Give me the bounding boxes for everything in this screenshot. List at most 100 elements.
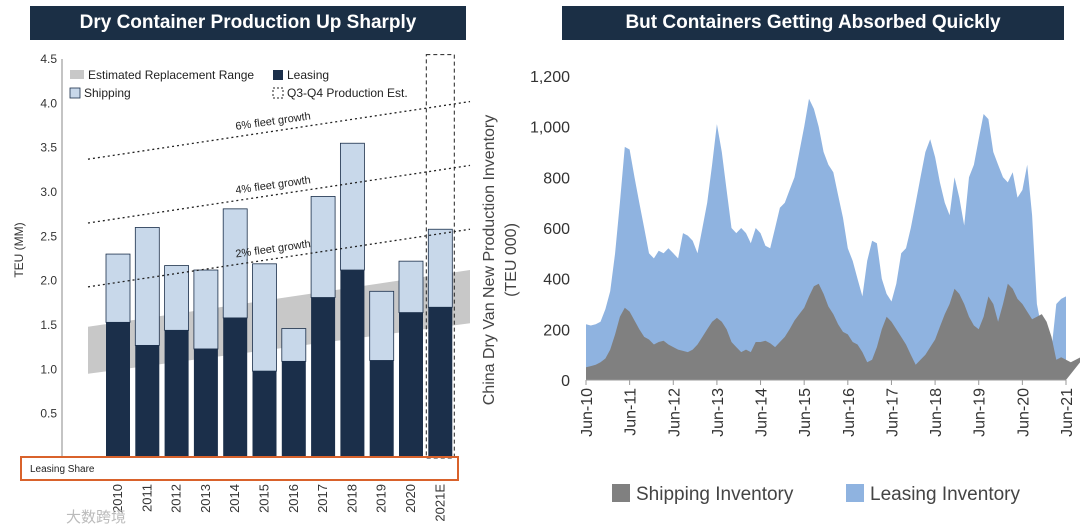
left-x-tick-label: 2014 <box>227 484 242 513</box>
shipping-bar <box>281 328 307 362</box>
right-x-tick-label: Jun-12 <box>666 388 683 437</box>
shipping-bar <box>164 265 190 331</box>
left-x-tick-label: 2017 <box>315 484 330 513</box>
leasing-share-value: 45% <box>254 464 274 475</box>
leasing-share-value: 74% <box>401 464 421 475</box>
shipping-bar <box>339 142 365 271</box>
left-y-tick-label: 3.5 <box>40 141 57 155</box>
right-x-tick-label: Jun-10 <box>579 388 596 437</box>
right-y-tick-label: 0 <box>561 373 570 390</box>
leasing-bar <box>369 360 394 458</box>
leasing-inventory-area <box>586 98 1066 381</box>
left-x-tick-label: 2010 <box>110 484 125 513</box>
left-x-tick-label: 2021E <box>432 484 447 522</box>
leasing-share-value: 58% <box>196 464 216 475</box>
shipping-bar <box>134 227 160 346</box>
legend-estimate-swatch <box>272 87 284 99</box>
right-x-tick-label: Jun-13 <box>710 388 727 437</box>
right-y-axis-label-line2: (TEU 000) <box>503 223 520 297</box>
right-x-tick-label: Jun-19 <box>972 388 989 437</box>
left-x-tick-label: 2016 <box>286 484 301 513</box>
leasing-share-value: 66% <box>430 464 450 475</box>
left-y-tick-label: 3.0 <box>40 185 57 199</box>
fleet-growth-line <box>87 164 471 224</box>
leasing-bar <box>223 317 248 458</box>
shipping-inventory-area <box>586 283 1080 380</box>
left-y-axis-label: TEU (MM) <box>12 222 26 277</box>
left-x-tick-label: 2012 <box>169 484 184 513</box>
legend-leasing-swatch <box>273 70 283 80</box>
leasing-share-value: 62% <box>313 464 333 475</box>
right-y-tick-label: 1,200 <box>530 69 570 86</box>
right-x-tick-label: Jun-17 <box>884 388 901 437</box>
legend-shipping-inventory-label: Shipping Inventory <box>636 484 794 505</box>
legend-leasing-inventory-label: Leasing Inventory <box>870 484 1020 505</box>
left-y-axis: 4.5 4.0 3.5 3.0 2.5 2.0 1.5 1.0 0.5 <box>40 52 63 458</box>
left-y-tick-label: 2.0 <box>40 274 57 288</box>
leasing-bar <box>252 371 277 458</box>
right-y-tick-label: 200 <box>543 322 570 339</box>
legend-leasing-label: Leasing <box>287 68 329 82</box>
legend-shipping-label: Shipping <box>84 86 131 100</box>
right-x-tick-label: Jun-15 <box>797 388 814 437</box>
left-y-tick-label: 1.5 <box>40 318 57 332</box>
leasing-share-label: Leasing Share <box>30 464 95 475</box>
left-x-tick-label: 2015 <box>257 484 272 513</box>
leasing-bar <box>193 348 218 458</box>
right-x-tick-label: Jun-18 <box>928 388 945 437</box>
legend-replacement-label: Estimated Replacement Range <box>88 68 254 82</box>
right-y-axis: 1,200 1,000 800 600 400 200 0 <box>530 69 1066 390</box>
leasing-bar <box>106 322 130 458</box>
leasing-bar <box>428 307 453 458</box>
shipping-bar <box>310 196 336 298</box>
q3-q4-estimate-box <box>425 54 455 459</box>
leasing-share-value: 58% <box>372 464 392 475</box>
shipping-bar <box>369 290 395 361</box>
leasing-share-value: 56% <box>225 464 245 475</box>
left-x-tick-label: 2011 <box>139 484 154 512</box>
leasing-share-value: 66% <box>167 464 187 475</box>
leasing-bar <box>340 270 365 458</box>
left-x-tick-label: 2013 <box>198 484 213 513</box>
shipping-bar <box>427 228 453 308</box>
shipping-bar <box>105 253 131 323</box>
right-chart-title: But Containers Getting Absorbed Quickly <box>562 6 1064 40</box>
fleet-growth-line <box>87 100 471 160</box>
leasing-share-value: 74% <box>284 464 304 475</box>
left-y-tick-label: 4.0 <box>40 96 57 110</box>
shipping-bar <box>252 263 277 372</box>
legend-leasing-inventory-swatch <box>846 484 864 502</box>
legend-estimate-label: Q3-Q4 Production Est. <box>287 86 408 100</box>
right-y-tick-label: 400 <box>543 272 570 289</box>
right-y-axis-label-line1: China Dry Van New Production Inventory <box>481 115 498 406</box>
right-x-tick-label: Jun-11 <box>623 388 640 436</box>
left-y-tick-label: 1.0 <box>40 362 57 376</box>
right-x-tick-label: Jun-14 <box>754 388 771 437</box>
right-x-tick-label: Jun-21 <box>1059 388 1076 437</box>
legend-shipping-swatch <box>69 87 81 99</box>
left-x-tick-label: 2018 <box>344 484 359 513</box>
legend-replacement-swatch <box>70 70 84 79</box>
shipping-bar <box>398 260 424 313</box>
left-y-tick-label: 0.5 <box>40 407 57 421</box>
leasing-share-value: 67% <box>108 464 128 475</box>
right-x-tick-label: Jun-20 <box>1015 388 1032 437</box>
left-x-tick-label: 2020 <box>403 484 418 513</box>
leasing-share-value: 60% <box>342 464 362 475</box>
right-y-tick-label: 1,000 <box>530 120 570 137</box>
leasing-bar <box>135 345 160 458</box>
leasing-bar <box>281 361 306 458</box>
left-chart-title: Dry Container Production Up Sharply <box>30 6 466 40</box>
left-y-tick-label: 4.5 <box>40 52 57 66</box>
left-x-tick-label: 2019 <box>374 484 389 513</box>
leasing-bar <box>311 297 336 458</box>
left-y-tick-label: 2.5 <box>40 229 57 243</box>
legend-shipping-inventory-swatch <box>612 484 630 502</box>
right-y-tick-label: 800 <box>543 170 570 187</box>
fleet-growth-line <box>87 228 471 288</box>
leasing-share-highlight <box>20 456 459 481</box>
leasing-bar <box>164 330 189 458</box>
leasing-share-value: 49% <box>137 464 157 475</box>
